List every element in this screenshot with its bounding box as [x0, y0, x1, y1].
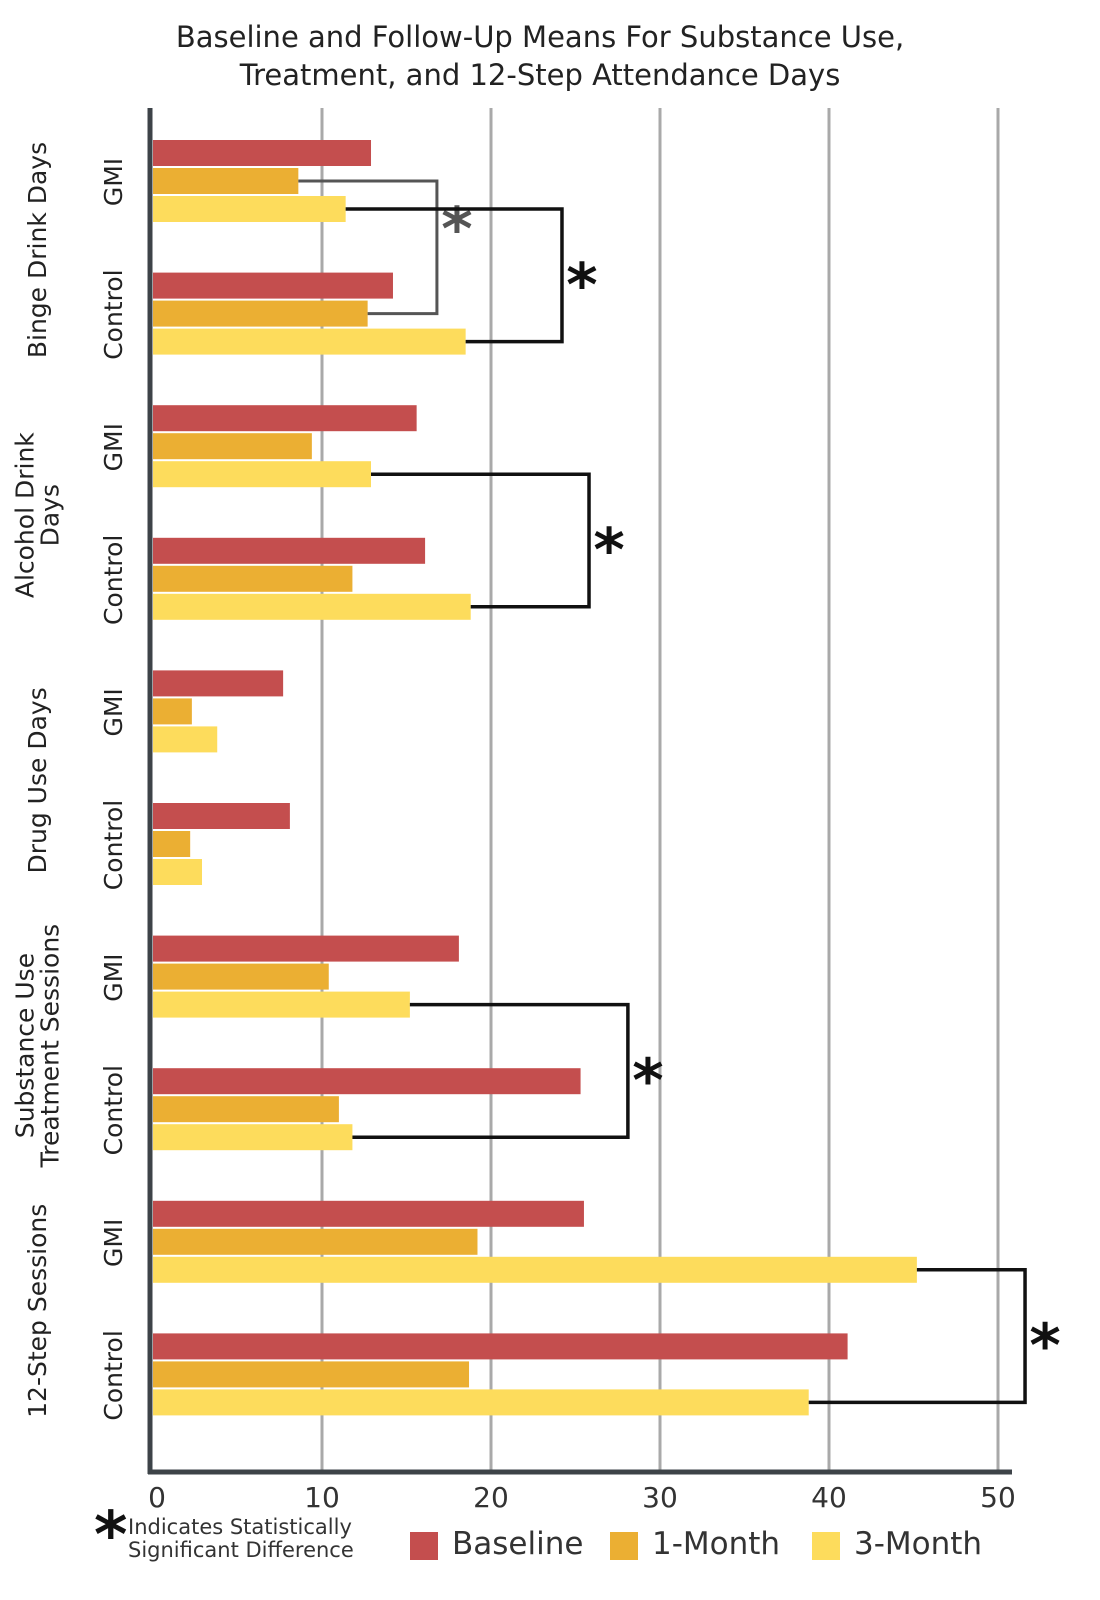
significance-bracket-binge-drink-days-1 [298, 179, 439, 316]
group-label-substance-use-treatment-sessions-line-2: Treatment Sessions [36, 924, 65, 1169]
bar-alcohol-drink-days-control-3-month [153, 593, 471, 620]
bar-alcohol-drink-days-gmi-baseline [153, 405, 417, 432]
chart-title: Baseline and Follow-Up Means For Substan… [0, 18, 1080, 94]
bar-substance-use-treatment-sessions-control-1-month [153, 1096, 339, 1123]
group-label-drug-use-days: Drug Use Days [23, 687, 52, 873]
legend-swatch-1-month [610, 1532, 638, 1560]
x-tick-label-30: 30 [642, 1481, 678, 1510]
condition-label-substance-use-treatment-sessions-gmi: GMI [99, 953, 128, 1001]
bar-drug-use-days-control-baseline [153, 803, 290, 829]
bar-binge-drink-days-control-1-month [153, 300, 368, 327]
bar-chart: 0 10 20 30 40 50 GMI Control Binge Drink Days GMI… [11, 108, 1061, 1510]
significance-asterisk-binge-drink-days-2: * [566, 250, 597, 320]
significance-note-line-1: Indicates Statistically [128, 1515, 352, 1539]
bar-binge-drink-days-gmi-3-month [153, 196, 346, 222]
bar-substance-use-treatment-sessions-gmi-1-month [153, 963, 329, 990]
significance-bracket-binge-drink-days-2 [345, 207, 564, 344]
bar-substance-use-treatment-sessions-gmi-baseline [153, 935, 459, 962]
condition-label-drug-use-days-control: Control [99, 800, 128, 890]
bar-alcohol-drink-days-gmi-3-month [153, 461, 372, 488]
x-tick-label-20: 20 [473, 1481, 509, 1510]
bar-binge-drink-days-gmi-1-month [153, 168, 299, 194]
x-tick-label-40: 40 [811, 1481, 847, 1510]
significance-asterisk-12-step-sessions-1: * [1029, 1311, 1060, 1381]
bar-12-step-sessions-control-3-month [153, 1389, 809, 1416]
condition-label-alcohol-drink-days-control: Control [99, 535, 128, 625]
bar-substance-use-treatment-sessions-control-3-month [153, 1124, 353, 1151]
legend-swatch-3-month [812, 1532, 840, 1560]
significance-bracket-substance-use-treatment-sessions-1 [352, 1002, 630, 1139]
bar-alcohol-drink-days-gmi-1-month [153, 433, 312, 460]
significance-asterisk-alcohol-drink-days-1: * [593, 516, 624, 586]
significance-bracket-alcohol-drink-days-1 [371, 472, 591, 609]
legend-label-baseline: Baseline [452, 1526, 584, 1562]
bar-12-step-sessions-gmi-1-month [153, 1228, 478, 1255]
bar-12-step-sessions-control-1-month [153, 1361, 470, 1388]
bar-binge-drink-days-gmi-baseline [153, 140, 372, 166]
bar-substance-use-treatment-sessions-control-baseline [153, 1068, 581, 1095]
bar-substance-use-treatment-sessions-gmi-3-month [153, 991, 410, 1018]
condition-label-12-step-sessions-gmi: GMI [99, 1219, 128, 1267]
bar-drug-use-days-gmi-3-month [153, 726, 218, 753]
significance-bracket-12-step-sessions-1 [808, 1268, 1027, 1405]
bar-drug-use-days-control-3-month [153, 859, 203, 885]
legend-swatch-baseline [410, 1532, 438, 1560]
chart-title-line-2: Treatment, and 12-Step Attendance Days [239, 58, 841, 92]
group-label-12-step-sessions: 12-Step Sessions [23, 1204, 52, 1418]
x-tick-label-50: 50 [980, 1481, 1016, 1510]
x-tick-label-0: 0 [148, 1481, 166, 1510]
bar-12-step-sessions-gmi-3-month [153, 1256, 917, 1283]
condition-label-binge-drink-days-control: Control [99, 269, 128, 359]
bar-drug-use-days-gmi-1-month [153, 698, 192, 725]
condition-label-binge-drink-days-gmi: GMI [99, 158, 128, 206]
bar-12-step-sessions-gmi-baseline [153, 1200, 584, 1227]
x-tick-label-10: 10 [304, 1481, 340, 1510]
group-label-alcohol-drink-days-line-1: Alcohol Drink [11, 432, 40, 598]
bar-alcohol-drink-days-control-baseline [153, 537, 426, 564]
bar-binge-drink-days-control-baseline [153, 272, 393, 299]
significance-note-line-2: Significant Difference [128, 1538, 354, 1562]
bar-drug-use-days-gmi-baseline [153, 670, 284, 697]
group-label-alcohol-drink-days-line-2: Days [36, 484, 65, 546]
bar-alcohol-drink-days-control-1-month [153, 565, 353, 592]
chart-title-line-1: Baseline and Follow-Up Means For Substan… [175, 20, 905, 54]
significance-asterisk-binge-drink-days-1: * [441, 194, 472, 264]
condition-label-drug-use-days-gmi: GMI [99, 688, 128, 736]
condition-label-substance-use-treatment-sessions-control: Control [99, 1065, 128, 1155]
bar-drug-use-days-control-1-month [153, 831, 191, 857]
legend-label-3-month: 3-Month [854, 1526, 983, 1562]
group-label-binge-drink-days: Binge Drink Days [23, 142, 52, 358]
bar-binge-drink-days-control-3-month [153, 328, 466, 355]
significance-asterisk-substance-use-treatment-sessions-1: * [632, 1046, 663, 1116]
group-label-substance-use-treatment-sessions-line-1: Substance Use [11, 953, 40, 1138]
bar-12-step-sessions-control-baseline [153, 1333, 848, 1360]
condition-label-alcohol-drink-days-gmi: GMI [99, 423, 128, 471]
condition-label-12-step-sessions-control: Control [99, 1330, 128, 1420]
legend-label-1-month: 1-Month [652, 1526, 781, 1562]
significance-asterisk-icon: * [94, 1499, 128, 1573]
